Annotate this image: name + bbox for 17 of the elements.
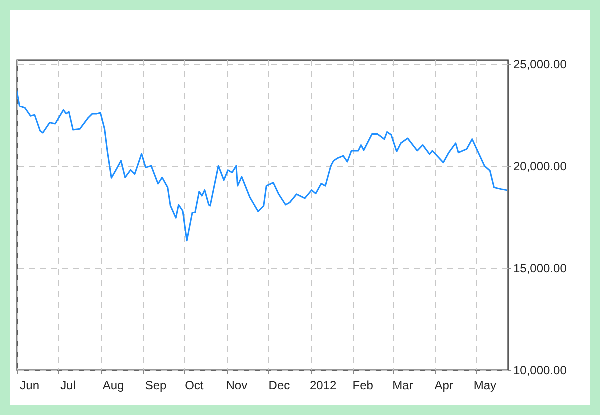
x-tick-label: Jun [20, 378, 40, 392]
x-tick-label: 2012 [310, 378, 338, 392]
y-tick-label: 20,000.00 [514, 160, 568, 174]
x-tick-label: Mar [392, 378, 414, 392]
x-tick-label: Dec [268, 378, 290, 392]
x-tick-label: Oct [185, 378, 204, 392]
x-tick-label: Apr [434, 378, 454, 392]
x-tick-label: Jul [60, 378, 76, 392]
y-tick-label: 25,000.00 [514, 58, 568, 72]
x-tick-label: Feb [352, 378, 374, 392]
y-tick-label: 15,000.00 [514, 262, 568, 276]
x-tick-label: May [474, 378, 497, 392]
x-tick-label: Nov [226, 378, 248, 392]
line-series [17, 90, 508, 242]
x-tick-label: Aug [102, 378, 124, 392]
x-tick-label: Sep [145, 378, 168, 392]
y-tick-label: 10,000.00 [514, 364, 568, 378]
